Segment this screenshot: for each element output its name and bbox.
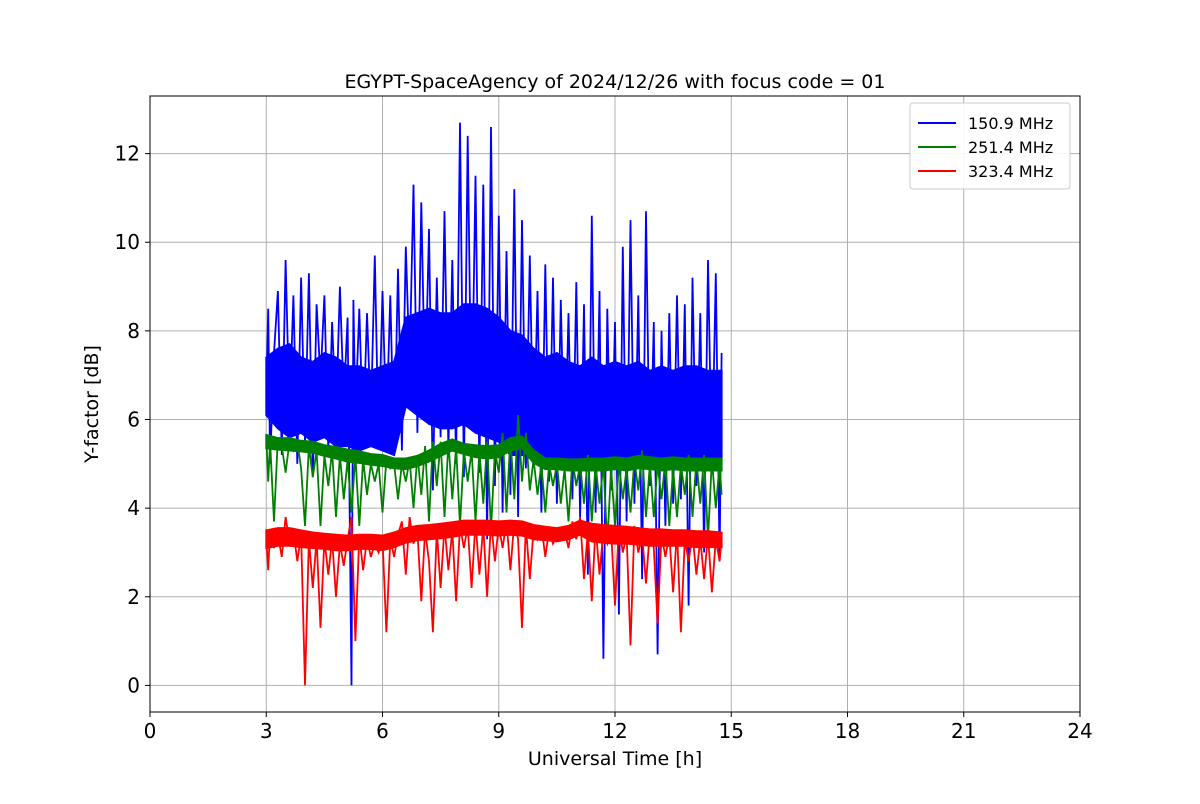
y-tick-label: 4: [127, 496, 140, 520]
series-3: [265, 516, 723, 686]
y-axis-label: Y-factor [dB]: [81, 345, 103, 464]
legend-label: 251.4 MHz: [968, 138, 1053, 157]
x-tick-label: 0: [144, 719, 157, 743]
x-tick-label: 18: [835, 719, 860, 743]
series-2: [265, 415, 723, 544]
chart-title: EGYPT-SpaceAgency of 2024/12/26 with foc…: [345, 71, 886, 93]
series-layer: [265, 122, 723, 686]
x-axis-label: Universal Time [h]: [528, 748, 702, 770]
x-tick-label: 9: [492, 719, 505, 743]
series-line: [265, 516, 723, 686]
legend: 150.9 MHz 251.4 MHz 323.4 MHz: [909, 102, 1071, 190]
x-tick-label: 3: [260, 719, 273, 743]
y-tick-label: 0: [127, 673, 140, 697]
x-tick-label: 15: [719, 719, 744, 743]
y-tick-label: 12: [115, 142, 140, 166]
x-tick-label: 6: [376, 719, 389, 743]
y-tick-label: 2: [127, 585, 140, 609]
series-line: [265, 415, 723, 544]
x-tick-label: 24: [1067, 719, 1092, 743]
x-tick-label: 21: [951, 719, 976, 743]
legend-label: 150.9 MHz: [968, 114, 1053, 133]
y-tick-label: 10: [115, 230, 140, 254]
legend-label: 323.4 MHz: [968, 162, 1053, 181]
series-line: [265, 122, 723, 686]
x-tick-label: 12: [602, 719, 627, 743]
legend-box: [909, 102, 1071, 190]
y-tick-label: 8: [127, 319, 140, 343]
y-tick-label: 6: [127, 408, 140, 432]
